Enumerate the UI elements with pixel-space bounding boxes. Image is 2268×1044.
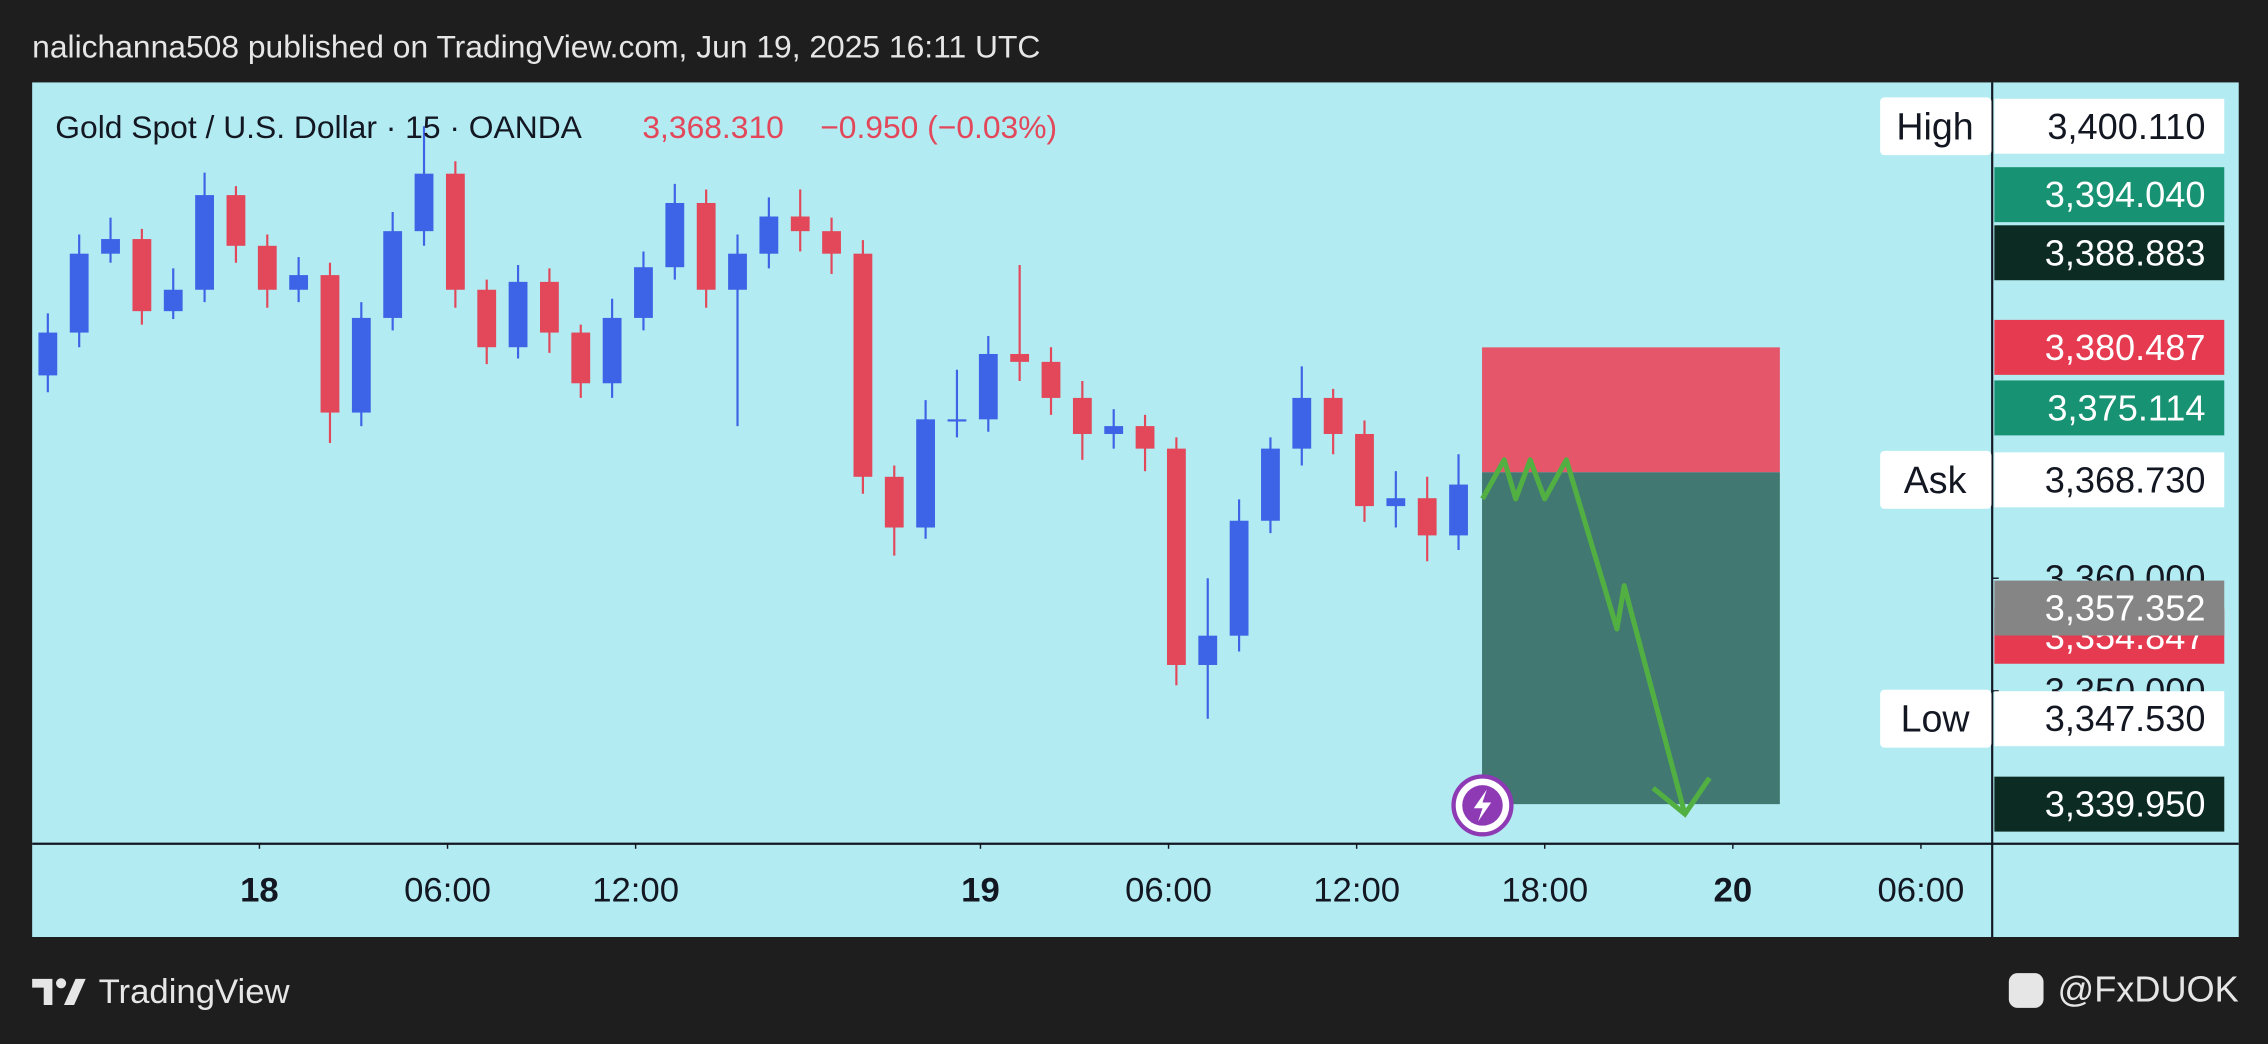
- price-label: 3,375.114: [2047, 387, 2205, 428]
- candle-body: [1386, 498, 1406, 507]
- candle-body: [540, 281, 559, 333]
- x-tick-label: 18:00: [1501, 872, 1588, 910]
- candle-body: [38, 332, 58, 376]
- logo-dot: [56, 978, 67, 989]
- candle-body: [414, 173, 434, 232]
- candle-body: [1261, 448, 1280, 521]
- tv-logo: [32, 978, 86, 1005]
- candle-body: [477, 289, 497, 348]
- price-caption: High: [1896, 105, 1973, 147]
- candle-body: [634, 267, 653, 318]
- candle-body: [665, 202, 685, 268]
- candle-body: [1417, 498, 1437, 536]
- candle-body: [226, 195, 246, 246]
- price-caption: Ask: [1904, 459, 1967, 501]
- candle-body: [884, 476, 904, 528]
- candle-body: [289, 275, 309, 290]
- candle-body: [790, 216, 810, 232]
- caption-box: [1880, 97, 1992, 156]
- candle-body: [1072, 397, 1092, 434]
- price-label: 3,368.730: [2045, 459, 2206, 500]
- candle-body: [602, 317, 622, 384]
- last-price: 3,368.310: [642, 109, 783, 145]
- x-tick-label: 12:00: [592, 872, 679, 910]
- price-label: 3,357.352: [2045, 588, 2206, 629]
- x-tick-label: 06:00: [1125, 872, 1212, 910]
- candle-body: [822, 231, 841, 254]
- candle-body: [1198, 635, 1218, 665]
- price-label: 3,380.487: [2045, 327, 2206, 368]
- chart-panel: [32, 82, 2239, 937]
- drawn-arrow: [1480, 457, 1688, 815]
- candle-body: [947, 419, 967, 422]
- price-label-box: [1994, 452, 2225, 508]
- price-label: 3,394.040: [2045, 174, 2206, 215]
- price-label: 3,347.530: [2045, 698, 2206, 739]
- candle-body: [1104, 426, 1124, 434]
- candle-body: [696, 202, 716, 290]
- x-tick-label: 06:00: [1878, 872, 1965, 910]
- candle-body: [508, 281, 528, 348]
- price-change: −0.950 (−0.03%): [820, 109, 1057, 145]
- candle-body: [978, 353, 998, 420]
- caption-box: [1880, 689, 1992, 748]
- candle-body: [853, 253, 873, 477]
- x-tick-label: 18: [240, 872, 279, 910]
- x-tick-label: 12:00: [1313, 872, 1400, 910]
- price-label-box: [1994, 776, 2225, 832]
- candle-body: [916, 419, 936, 528]
- candle-body: [101, 239, 120, 254]
- price-label: 3,388.883: [2045, 232, 2206, 273]
- candle-body: [1229, 520, 1249, 636]
- x-tick-label: 20: [1714, 872, 1753, 910]
- candle-body: [351, 317, 371, 413]
- x-tick-label: 19: [961, 872, 1000, 910]
- candle-body: [1292, 397, 1312, 449]
- author: @FxDUOK: [2058, 969, 2239, 1010]
- axes: 18 06:00 12:00 19 06:00 12:00 18:00 20 06:00 3,36…: [240, 97, 2225, 910]
- candle-body: [571, 332, 591, 384]
- price-label-box: [1994, 380, 2225, 436]
- candle-body: [1323, 397, 1343, 434]
- candle-body: [1449, 484, 1468, 536]
- brand: TradingView: [99, 973, 291, 1011]
- candle-body: [1166, 448, 1186, 665]
- candle-body: [445, 173, 465, 290]
- lightning: [1473, 789, 1492, 822]
- price-label-box: [1994, 225, 2225, 281]
- target-zone: [1482, 472, 1780, 805]
- price-label: 3,400.110: [2047, 106, 2205, 147]
- arrow-head: [1651, 776, 1712, 818]
- x-tick-label: 06:00: [404, 872, 491, 910]
- price-label-box: [1994, 167, 2225, 223]
- logo-mark: [32, 978, 86, 1005]
- candle-body: [1135, 426, 1155, 449]
- candle-body: [728, 253, 747, 290]
- candle-body: [1010, 353, 1030, 362]
- symbol: Gold Spot / U.S. Dollar · 15 · OANDA: [55, 109, 582, 145]
- price-label-box: [1994, 691, 2225, 747]
- facebook-icon: [2008, 973, 2044, 1008]
- candle-body: [1355, 433, 1374, 507]
- candle-body: [383, 231, 403, 318]
- candle-body: [257, 245, 277, 290]
- candle-body: [320, 275, 340, 413]
- candle-body: [132, 239, 152, 312]
- candle-body: [163, 289, 183, 312]
- plot-area: [38, 126, 1780, 805]
- candle-body: [1041, 361, 1061, 398]
- price-label-box: [1994, 98, 2225, 154]
- candle-body: [69, 253, 89, 333]
- candle-body: [759, 216, 779, 254]
- publish-info: nalichanna508 published on TradingView.c…: [32, 28, 1040, 64]
- stop-zone: [1482, 347, 1780, 473]
- caption-box: [1880, 450, 1992, 509]
- price-label-box: [1994, 319, 2225, 375]
- price-label: 3,339.950: [2045, 784, 2206, 825]
- price-caption: Low: [1901, 698, 1971, 740]
- candle-body: [195, 195, 214, 290]
- price-label-box: [1994, 580, 2225, 636]
